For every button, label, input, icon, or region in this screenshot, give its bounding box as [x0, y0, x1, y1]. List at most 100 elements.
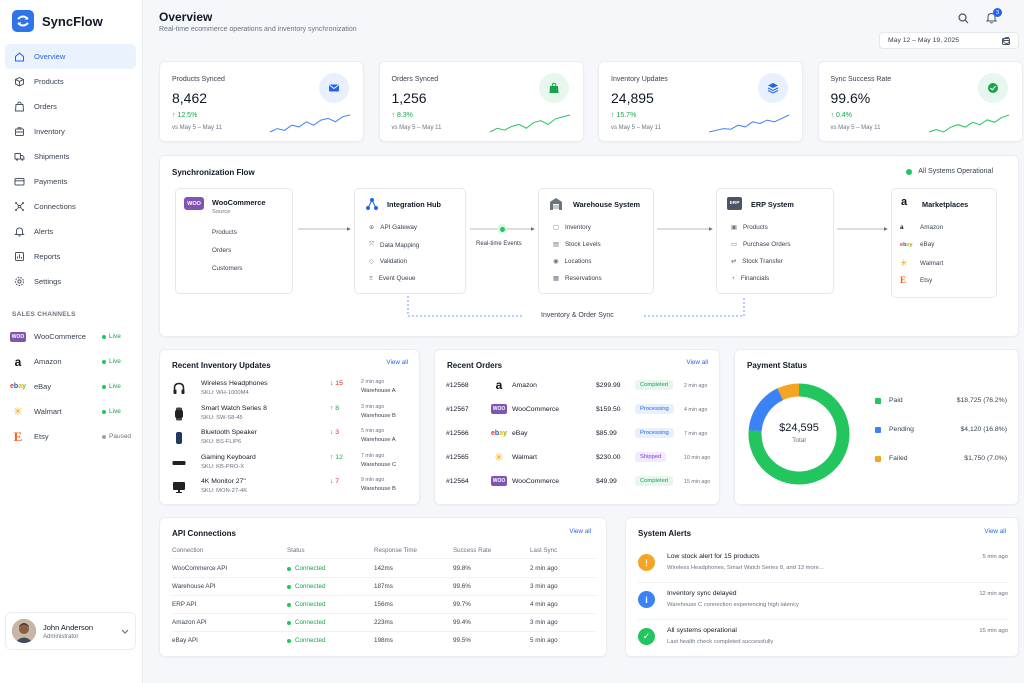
table-row[interactable]: Smart Watch Series 8 SKU: SW-S8-45 ↑ 8 3 mi… — [160, 404, 421, 428]
monitor-icon — [173, 482, 185, 493]
speaker-icon — [176, 432, 182, 444]
table-row[interactable]: #12564 WOO WooCommerce $49.99 Completed 15 mi… — [435, 476, 721, 499]
brand[interactable]: SyncFlow — [12, 10, 103, 32]
sales-channel-walmart[interactable]: ✳ Walmart Live — [8, 399, 138, 424]
api-view-all-link[interactable]: View all — [569, 528, 591, 535]
sidebar-item-settings[interactable]: Settings — [5, 269, 136, 294]
flow-node-title: Marketplaces — [922, 200, 969, 209]
sync-flow-title: Synchronization Flow — [172, 168, 255, 177]
realtime-events-label: Real-time Events — [476, 241, 522, 247]
status-badge: Live — [102, 408, 138, 415]
response-time: 198ms — [374, 637, 393, 644]
sidebar-item-inventory[interactable]: Inventory — [5, 119, 136, 144]
amazon-logo-icon: a — [495, 378, 503, 392]
flow-node-title: Warehouse System — [573, 200, 641, 209]
status-badge: Connected — [287, 619, 325, 626]
table-row[interactable]: Gaming Keyboard SKU: KB-PRO-X ↑ 12 7 min ag… — [160, 453, 421, 477]
home-icon — [15, 52, 24, 62]
last-sync: 5 min ago — [530, 637, 558, 644]
queue-icon: ≡ — [369, 275, 373, 282]
table-row[interactable]: Wireless Headphones SKU: WH-1000M4 ↓ 15 2 m… — [160, 379, 421, 403]
flow-connectors — [298, 227, 888, 317]
legend-item-paid: Paid $18,725 (76.2%) — [875, 396, 1007, 408]
alert-time: 5 min ago — [982, 554, 1008, 560]
order-time: 2 min ago — [684, 383, 708, 389]
flow-node-marketplaces[interactable]: a Marketplaces a Amazon ebay eBay ✳ Walmart… — [891, 188, 997, 298]
kpi-label: Inventory Updates — [611, 76, 668, 83]
flow-item: ◔ Financials — [731, 275, 769, 282]
sidebar-item-orders[interactable]: Orders — [5, 94, 136, 119]
table-row[interactable]: 4K Monitor 27" SKU: MON-27-4K ↓ 7 9 min ago… — [160, 477, 421, 501]
refresh-icon[interactable] — [1002, 36, 1011, 45]
sidebar-item-alerts[interactable]: Alerts — [5, 219, 136, 244]
sales-channel-ebay[interactable]: ebay eBay Live — [8, 374, 138, 399]
sidebar-item-label: Shipments — [34, 152, 70, 161]
grid-icon: ▣ — [731, 224, 737, 231]
flow-node-integration-hub[interactable]: Integration Hub ⊕ API Gateway ⤧ Data Mappi… — [354, 188, 466, 294]
user-menu[interactable]: John Anderson Administrator — [5, 612, 136, 650]
layers-icon — [758, 73, 788, 103]
payment-donut-chart — [748, 383, 850, 485]
table-row[interactable]: ERP API Connected 156ms 99.7% 4 min ago — [160, 601, 608, 615]
status-label: Connected — [295, 583, 326, 590]
sidebar-item-connections[interactable]: Connections — [5, 194, 136, 219]
alerts-view-all-link[interactable]: View all — [984, 528, 1006, 535]
warehouse-icon — [550, 198, 562, 210]
legend-value: $4,120 (16.8%) — [960, 426, 1007, 433]
divider — [172, 631, 596, 632]
response-time: 156ms — [374, 601, 393, 608]
inventory-view-all-link[interactable]: View all — [386, 359, 408, 366]
sidebar-item-payments[interactable]: Payments — [5, 169, 136, 194]
sales-channel-amazon[interactable]: a Amazon Live — [8, 349, 138, 374]
search-icon[interactable] — [958, 13, 969, 24]
table-row[interactable]: #12565 ✳ Walmart $230.00 Shipped 10 min ago — [435, 452, 721, 475]
status-dot-icon — [287, 620, 291, 625]
order-channel: eBay — [512, 430, 528, 437]
list-item[interactable]: ✓ All systems operational Last health chec… — [626, 624, 1020, 656]
sales-channel-etsy[interactable]: E Etsy Paused — [8, 424, 138, 449]
date-range-picker[interactable]: May 12 – May 19, 2025 — [879, 32, 1019, 49]
table-row[interactable]: #12566 ebay eBay $85.99 Processing 7 min ago — [435, 428, 721, 451]
bell-icon[interactable] — [986, 12, 997, 24]
sales-channel-woocommerce[interactable]: WOO WooCommerce Live — [8, 324, 138, 349]
envelope-icon — [319, 73, 349, 103]
last-sync: 3 min ago — [530, 583, 558, 590]
order-amount: $49.99 — [596, 478, 617, 485]
sync-loop-connector — [407, 296, 745, 317]
table-row[interactable]: #12568 a Amazon $299.99 Completed 2 min ago — [435, 378, 721, 403]
chevron-down-icon[interactable] — [121, 627, 129, 635]
table-row[interactable]: Amazon API Connected 223ms 99.4% 3 min ago — [160, 619, 608, 633]
flow-node-erp[interactable]: ERP ERP System ▣ Products ▭ Purchase Order… — [716, 188, 834, 294]
warehouse-location: Warehouse B — [361, 486, 396, 492]
legend-label: Failed — [889, 455, 908, 462]
flow-item: ✳ Walmart — [900, 258, 943, 269]
sidebar-item-reports[interactable]: Reports — [5, 244, 136, 269]
flow-node-warehouse[interactable]: Warehouse System ▢ Inventory ▤ Stock Level… — [538, 188, 654, 294]
status-dot-icon — [287, 602, 291, 607]
bag-icon — [538, 73, 569, 103]
table-row[interactable]: #12567 WOO WooCommerce $159.50 Processing 4 m… — [435, 404, 721, 427]
sidebar-item-shipments[interactable]: Shipments — [5, 144, 136, 169]
sidebar-item-products[interactable]: Products — [5, 69, 136, 94]
orders-view-all-link[interactable]: View all — [686, 359, 708, 366]
list-item[interactable]: ! Low stock alert for 15 products Wireless… — [626, 550, 1020, 583]
kpi-compare: vs May 5 – May 11 — [611, 125, 661, 131]
table-row[interactable]: WooCommerce API Connected 142ms 99.8% 2 min … — [160, 565, 608, 579]
list-item[interactable]: i Inventory sync delayed Warehouse C conne… — [626, 587, 1020, 620]
sidebar-item-overview[interactable]: Overview — [5, 44, 136, 69]
flow-node-woocommerce[interactable]: WOO WooCommerce Source Products Orders C… — [175, 188, 293, 294]
flow-item-label: Amazon — [920, 224, 944, 231]
walmart-logo-icon: ✳ — [13, 406, 23, 418]
sales-channel-name: Etsy — [34, 432, 49, 441]
warehouse-location: Warehouse B — [361, 412, 396, 419]
api-name: Warehouse API — [172, 583, 216, 590]
order-id: #12565 — [446, 454, 469, 461]
table-row[interactable]: Bluetooth Speaker SKU: BS-FLIP6 ↓ 3 5 min a… — [160, 428, 421, 452]
kpi-compare: vs May 5 – May 11 — [830, 125, 881, 131]
table-row[interactable]: eBay API Connected 198ms 99.5% 5 min ago — [160, 637, 608, 651]
flow-item-label: Products — [742, 224, 768, 231]
warehouse-location: Warehouse C — [361, 461, 397, 468]
order-time: 4 min ago — [684, 407, 708, 413]
sidebar-item-label: Reports — [34, 252, 61, 261]
table-row[interactable]: Warehouse API Connected 187ms 99.6% 3 min ag… — [160, 583, 608, 597]
